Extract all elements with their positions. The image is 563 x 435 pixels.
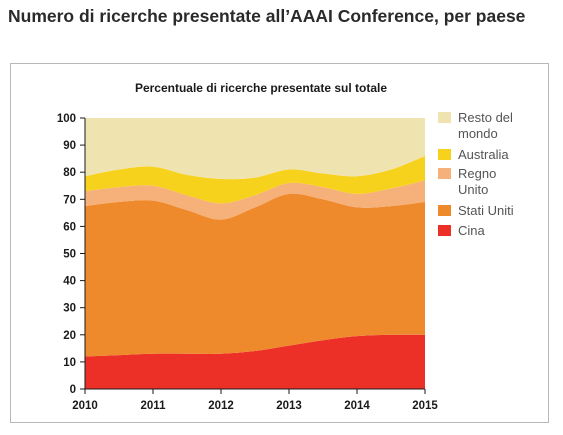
x-tick-label: 2011 bbox=[141, 400, 167, 412]
y-tick-label: 50 bbox=[63, 249, 76, 261]
area-cina bbox=[85, 334, 425, 389]
legend-swatch bbox=[438, 225, 451, 236]
y-tick-label: 10 bbox=[63, 357, 76, 369]
y-tick-label: 30 bbox=[63, 303, 76, 315]
area-resto-del-mondo bbox=[85, 118, 425, 180]
legend-swatch bbox=[438, 168, 451, 179]
y-tick-label: 20 bbox=[63, 330, 76, 342]
legend-label: Australia bbox=[458, 147, 509, 162]
legend-label: Regno bbox=[458, 166, 496, 181]
x-tick-label: 2010 bbox=[72, 400, 98, 412]
area-stati-uniti bbox=[85, 193, 425, 357]
x-tick-label: 2013 bbox=[276, 400, 302, 412]
y-tick-label: 70 bbox=[63, 194, 76, 206]
chart-frame: Percentuale di ricerche presentate sul t… bbox=[10, 63, 549, 423]
legend-label: Resto del bbox=[458, 110, 513, 125]
x-tick-label: 2015 bbox=[412, 400, 438, 412]
x-tick-label: 2014 bbox=[344, 400, 370, 412]
chart-title: Percentuale di ricerche presentate sul t… bbox=[135, 81, 387, 95]
y-tick-label: 80 bbox=[63, 167, 76, 179]
legend-swatch bbox=[438, 205, 451, 216]
y-tick-label: 100 bbox=[57, 113, 76, 125]
legend-label: Stati Uniti bbox=[458, 203, 514, 218]
legend-label: mondo bbox=[458, 126, 498, 141]
legend-swatch bbox=[438, 112, 451, 123]
legend-label: Unito bbox=[458, 182, 488, 197]
x-tick-label: 2012 bbox=[208, 400, 234, 412]
y-tick-label: 90 bbox=[63, 140, 76, 152]
area-australia bbox=[85, 155, 425, 204]
page-title: Numero di ricerche presentate all’AAAI C… bbox=[8, 6, 526, 26]
y-tick-label: 0 bbox=[70, 384, 76, 396]
stacked-area-chart: Percentuale di ricerche presentate sul t… bbox=[57, 81, 514, 412]
area-regno-unito bbox=[85, 180, 425, 220]
y-tick-label: 60 bbox=[63, 221, 76, 233]
y-tick-label: 40 bbox=[63, 276, 76, 288]
legend-label: Cina bbox=[458, 223, 486, 238]
legend-swatch bbox=[438, 149, 451, 160]
